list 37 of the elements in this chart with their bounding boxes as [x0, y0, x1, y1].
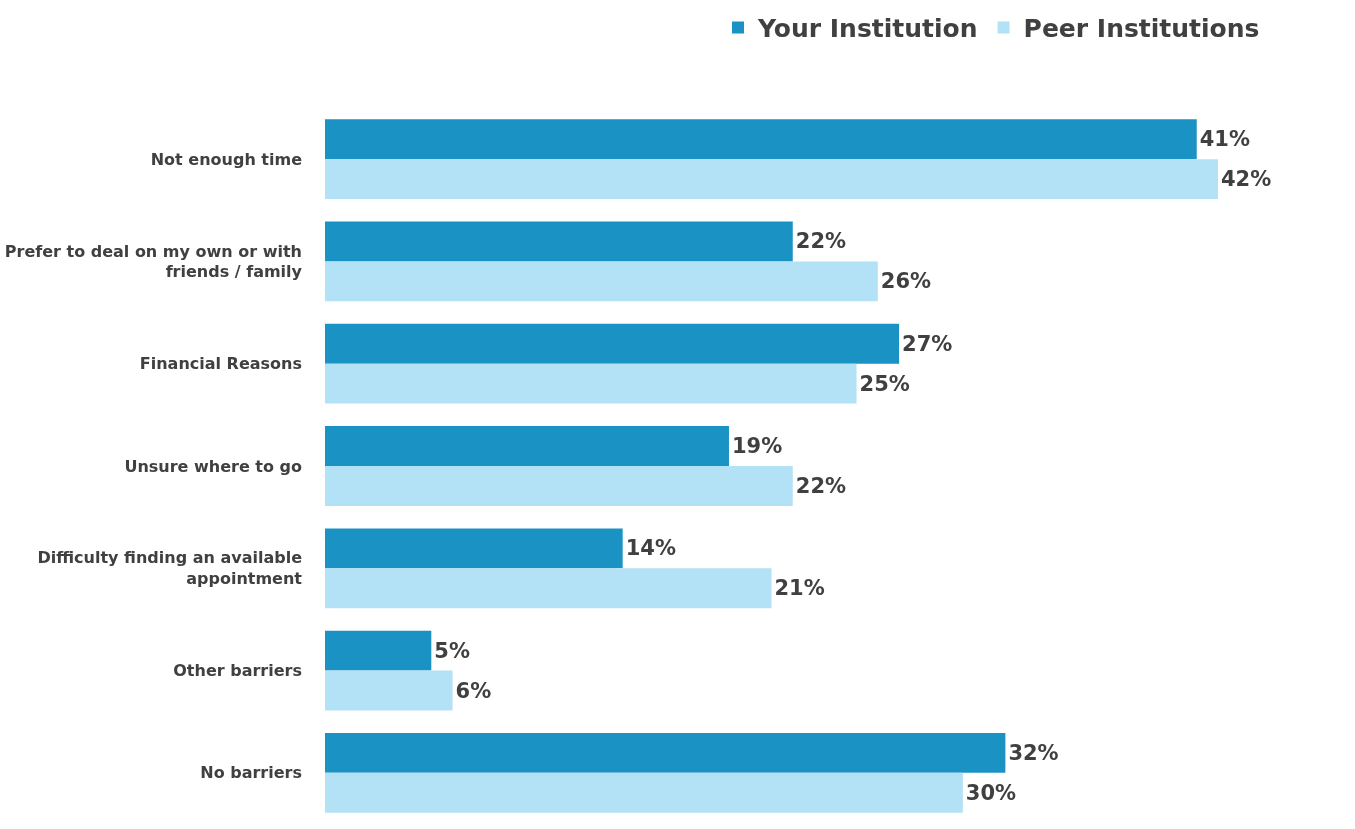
- y-tick-label: Not enough time: [150, 149, 303, 169]
- bar: [325, 261, 878, 302]
- y-tick-label: Prefer to deal on my own or with friends / family: [4, 241, 303, 282]
- data-label: 19%: [731, 434, 783, 459]
- bar: [325, 772, 963, 813]
- data-label: 22%: [795, 473, 847, 498]
- bar: [325, 119, 1197, 160]
- data-label: 27%: [902, 331, 953, 356]
- legend-label: Your Institution: [757, 14, 978, 44]
- data-label: 41%: [1199, 127, 1251, 152]
- bar: [325, 568, 772, 609]
- data-label: 5%: [434, 638, 470, 663]
- y-tick-label: Other barriers: [173, 661, 302, 681]
- bar: [325, 159, 1218, 200]
- bar: [325, 732, 1006, 773]
- data-label: 22%: [795, 229, 847, 254]
- data-label: 30%: [965, 780, 1017, 805]
- bar: [325, 221, 793, 262]
- data-label: 6%: [455, 678, 492, 703]
- bar: [325, 630, 432, 671]
- data-label: 21%: [774, 576, 825, 601]
- data-label: 42%: [1221, 167, 1272, 192]
- y-tick-label: No barriers: [200, 763, 302, 783]
- bar: [325, 426, 729, 466]
- y-tick-label: Financial Reasons: [139, 354, 302, 374]
- data-label: 26%: [880, 269, 932, 294]
- y-tick-label: Unsure where to go: [124, 456, 302, 476]
- bar: [325, 670, 453, 711]
- bar: [325, 528, 623, 569]
- data-label: 25%: [859, 371, 910, 396]
- legend-label: Peer Institutions: [1023, 14, 1260, 44]
- data-label: 14%: [625, 536, 676, 561]
- data-label: 32%: [1008, 740, 1059, 765]
- bar: [325, 363, 857, 404]
- bar: [325, 466, 793, 506]
- y-tick-label: Difficulty finding an available appointment: [37, 548, 303, 589]
- bar: [325, 323, 900, 364]
